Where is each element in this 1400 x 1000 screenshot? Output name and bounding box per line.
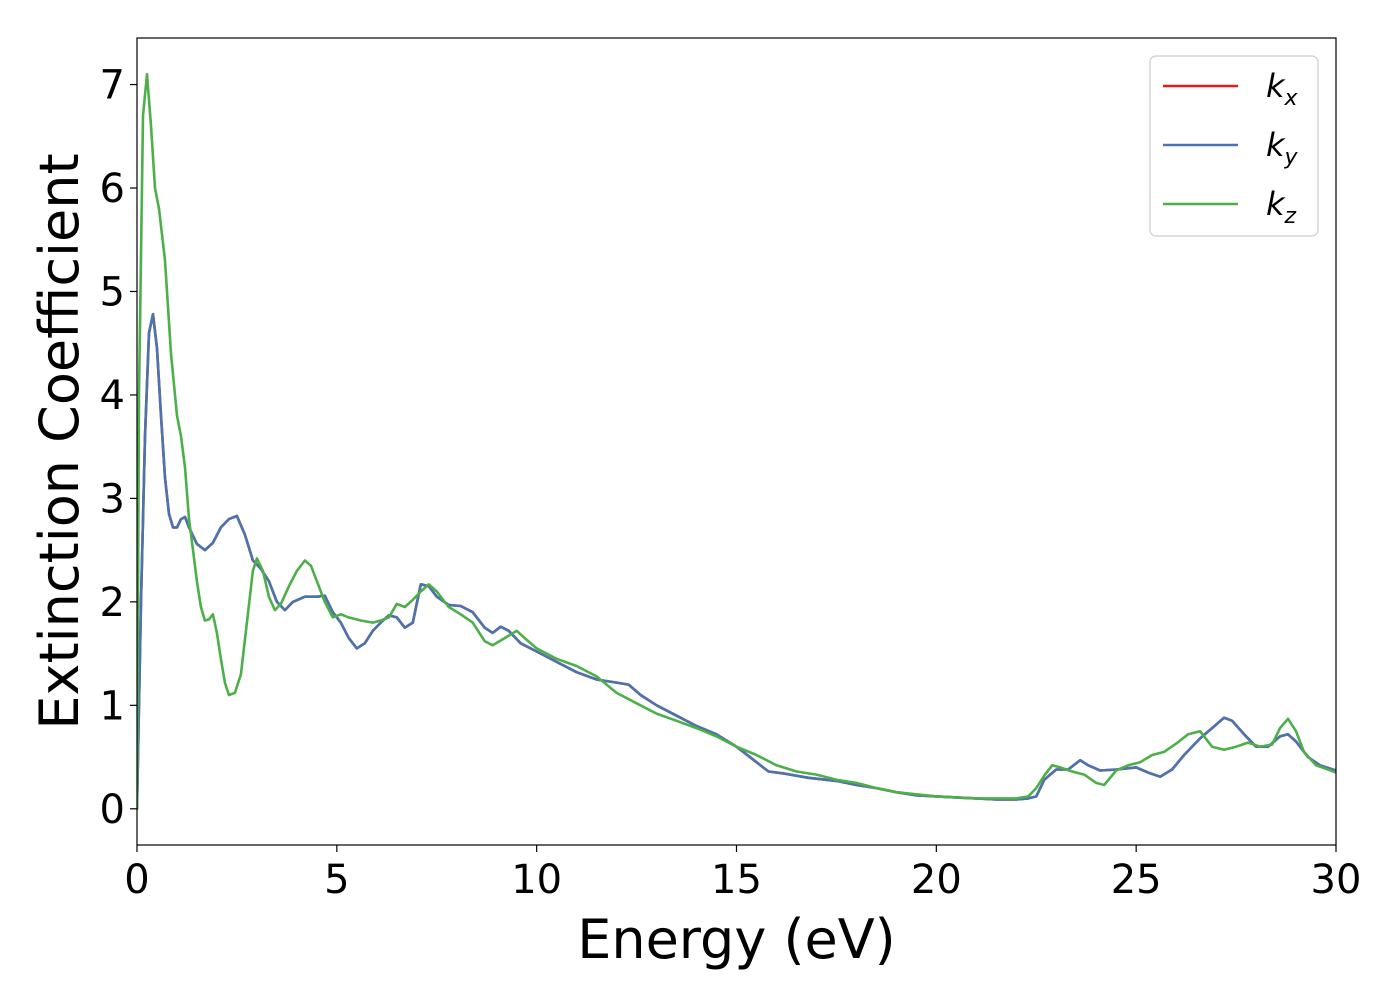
x-tick-label: 20 <box>911 857 962 903</box>
x-tick-label: 25 <box>1111 857 1162 903</box>
y-tick-label: 2 <box>100 580 125 626</box>
y-tick-label: 7 <box>100 63 125 109</box>
x-tick-label: 5 <box>324 857 349 903</box>
legend-label-x: kx <box>1266 67 1299 111</box>
y-tick-label: 5 <box>100 269 125 315</box>
y-axis-ticks: 0 1 2 3 4 5 6 7 <box>100 63 137 833</box>
x-tick-label: 30 <box>1311 857 1362 903</box>
legend-label-z: kz <box>1266 185 1297 229</box>
series-lines <box>137 72 1336 811</box>
x-tick-label: 10 <box>511 857 562 903</box>
y-tick-label: 1 <box>100 683 125 729</box>
x-axis-label: Energy (eV) <box>577 908 896 971</box>
y-tick-label: 4 <box>100 373 125 419</box>
x-tick-label: 15 <box>711 857 762 903</box>
legend-label-y: ky <box>1266 126 1299 170</box>
x-tick-label: 0 <box>124 857 149 903</box>
legend: kx ky kz <box>1149 55 1319 237</box>
series-line-z <box>137 72 1336 811</box>
x-axis-ticks: 0 5 10 15 20 25 30 <box>124 845 1361 903</box>
series-line-y <box>137 312 1336 811</box>
y-axis-label: Extinction Coefficient <box>28 153 91 729</box>
y-tick-label: 3 <box>100 476 125 522</box>
y-tick-label: 0 <box>100 787 125 833</box>
y-tick-label: 6 <box>100 166 125 212</box>
